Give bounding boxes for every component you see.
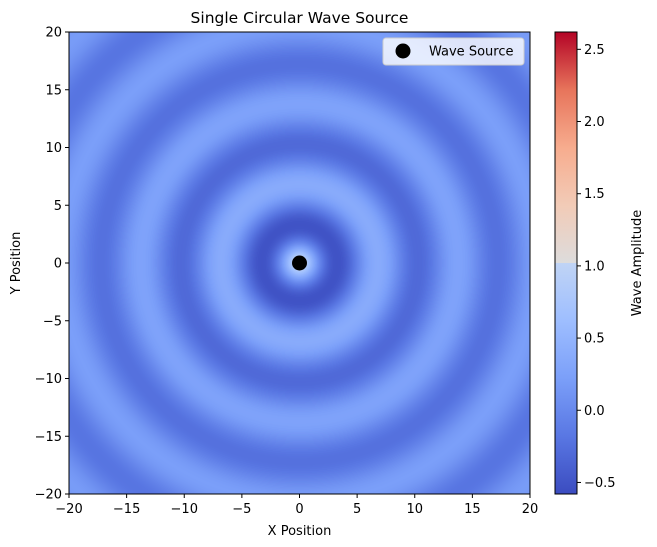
colorbar-ticks: −0.5 0.0 0.5 1.0 1.5 2.0 2.5	[577, 43, 616, 491]
colorbar-tick-label: 1.0	[584, 259, 605, 274]
colorbar-label: Wave Amplitude	[630, 210, 645, 316]
chart-title: Single Circular Wave Source	[191, 9, 409, 27]
y-axis: −20 −15 −10 −5 0 5 10 15 20	[35, 26, 69, 503]
x-tick-label: 10	[406, 502, 423, 517]
colorbar-tick-label: 1.5	[584, 187, 605, 202]
y-tick-label: −10	[35, 372, 62, 387]
x-tick-label: 5	[353, 502, 361, 517]
x-axis: −20 −15 −10 −5 0 5 10 15 20	[55, 494, 538, 517]
colorbar-tick-label: 2.5	[584, 43, 605, 58]
colorbar-tick-label: 0.5	[584, 332, 605, 347]
y-tick-label: 10	[45, 141, 62, 156]
y-tick-label: 20	[45, 26, 62, 41]
y-tick-label: 15	[45, 83, 62, 98]
x-tick-label: 20	[522, 502, 539, 517]
y-tick-label: −20	[35, 488, 62, 503]
legend: Wave Source	[382, 37, 525, 66]
x-tick-label: −5	[232, 502, 251, 517]
legend-box	[382, 37, 525, 66]
colorbar-tick-label: 0.0	[584, 404, 605, 419]
colorbar: −0.5 0.0 0.5 1.0 1.5 2.0 2.5 Wave Amplitude	[554, 31, 645, 495]
x-axis-label: X Position	[268, 524, 332, 539]
colorbar-tick-label: −0.5	[584, 476, 616, 491]
legend-marker	[395, 43, 411, 59]
x-tick-label: 0	[295, 502, 303, 517]
colorbar-frame	[554, 31, 578, 495]
x-tick-label: −20	[55, 502, 82, 517]
y-tick-label: 0	[54, 257, 62, 272]
y-axis-label: Y Position	[9, 232, 24, 296]
x-tick-label: 15	[464, 502, 481, 517]
wave-source-marker	[292, 255, 307, 271]
colorbar-gradient	[555, 32, 577, 494]
y-tick-label: −15	[35, 430, 62, 445]
y-tick-label: −5	[43, 314, 62, 329]
x-tick-label: −10	[171, 502, 198, 517]
colorbar-tick-label: 2.0	[584, 115, 605, 130]
y-tick-label: 5	[54, 199, 62, 214]
legend-entry-wave-source: Wave Source	[429, 45, 513, 60]
x-tick-label: −15	[113, 502, 140, 517]
